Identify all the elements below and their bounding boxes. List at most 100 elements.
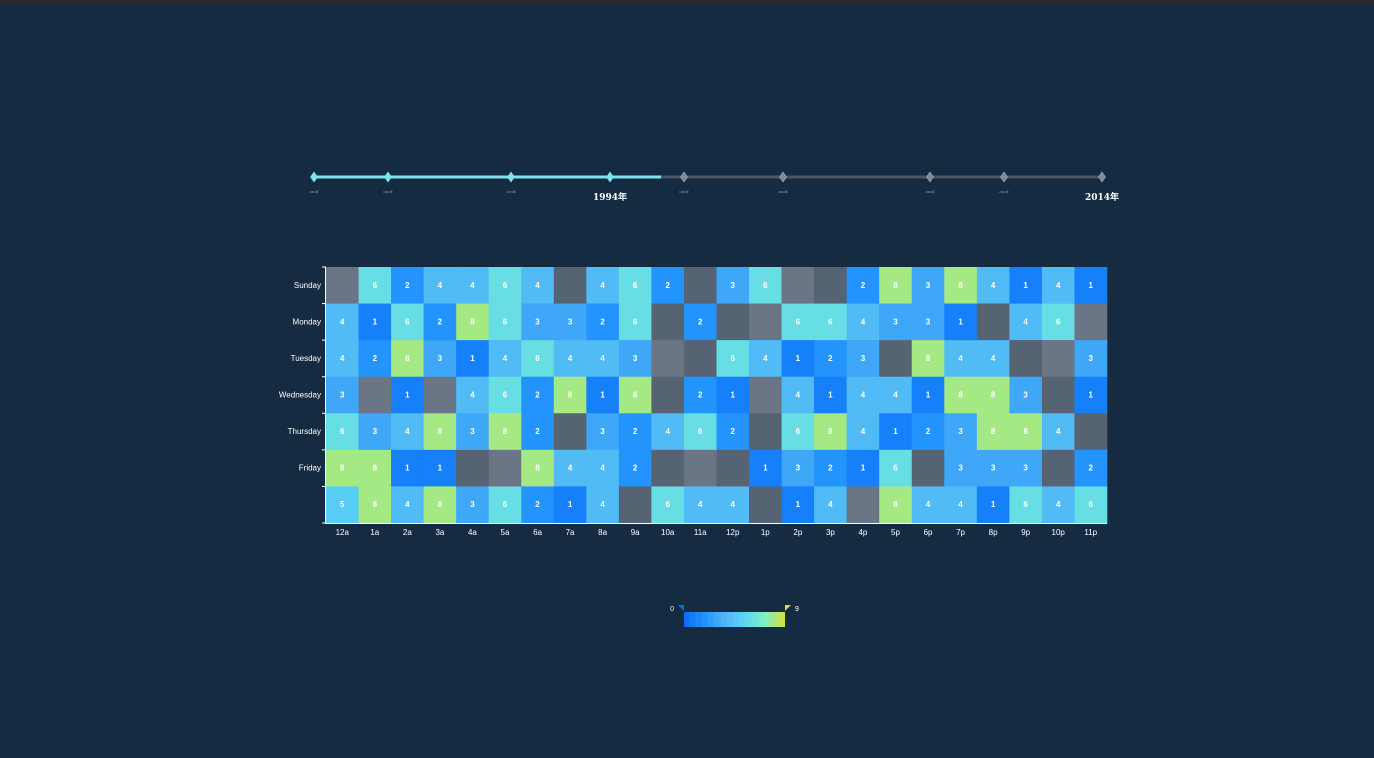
- timeline-slider[interactable]: 1954年 1964年 1974年 1994年 1999年 2004年 2009年 2011年…: [0, 0, 1374, 230]
- heatmap-cell-1-14[interactable]: [781, 303, 815, 341]
- heatmap-cell-1-12[interactable]: [716, 303, 750, 341]
- heatmap-cell-1-0[interactable]: [326, 303, 359, 341]
- heatmap-cell-5-19[interactable]: [944, 449, 978, 487]
- heatmap-cell-5-16[interactable]: [846, 449, 880, 487]
- heatmap-cell-3-15[interactable]: [814, 376, 847, 414]
- heatmap-cell-1-20[interactable]: [976, 303, 1010, 341]
- heatmap-cell-6-4[interactable]: [456, 486, 490, 524]
- heatmap-cell-0-23[interactable]: [1074, 267, 1108, 304]
- heatmap-cell-6-2[interactable]: [391, 486, 424, 524]
- heatmap-cell-0-7[interactable]: [553, 267, 587, 304]
- heatmap-cell-1-22[interactable]: [1041, 303, 1075, 341]
- heatmap-cell-3-4[interactable]: [456, 376, 490, 414]
- heatmap-cell-2-18[interactable]: [911, 340, 945, 378]
- heatmap-cell-5-14[interactable]: [781, 449, 815, 487]
- timeline-marker-2004年[interactable]: [779, 171, 787, 183]
- heatmap-cell-1-10[interactable]: [651, 303, 685, 341]
- heatmap-cell-2-11[interactable]: [683, 340, 717, 378]
- heatmap-cell-1-15[interactable]: [814, 303, 847, 341]
- heatmap-cell-3-12[interactable]: [716, 376, 750, 414]
- heatmap-cell-0-18[interactable]: [911, 267, 945, 304]
- heatmap-cell-3-14[interactable]: [781, 376, 815, 414]
- heatmap-cell-1-1[interactable]: [358, 303, 392, 341]
- heatmap-cell-5-6[interactable]: [521, 449, 555, 487]
- heatmap-cell-0-13[interactable]: [749, 267, 782, 304]
- heatmap-cell-4-7[interactable]: [553, 413, 587, 451]
- heatmap-cell-2-10[interactable]: [651, 340, 685, 378]
- heatmap-cell-4-14[interactable]: [781, 413, 815, 451]
- heatmap-cell-3-10[interactable]: [651, 376, 685, 414]
- heatmap-cell-1-8[interactable]: [586, 303, 620, 341]
- heatmap-cell-2-23[interactable]: [1074, 340, 1108, 378]
- timeline-marker-1999年[interactable]: [680, 171, 688, 183]
- timeline-marker-2011年[interactable]: [1000, 171, 1008, 183]
- heatmap-cell-2-2[interactable]: [391, 340, 424, 378]
- heatmap-cell-6-16[interactable]: [846, 486, 880, 524]
- visual-map-gradient-bar[interactable]: [684, 612, 785, 627]
- timeline-marker-1964年[interactable]: [384, 171, 392, 183]
- heatmap-cell-0-11[interactable]: [683, 267, 717, 304]
- heatmap-cell-2-12[interactable]: [716, 340, 750, 378]
- heatmap-cell-4-21[interactable]: [1009, 413, 1043, 451]
- heatmap-cell-6-11[interactable]: [683, 486, 717, 524]
- heatmap-cell-3-6[interactable]: [521, 376, 555, 414]
- heatmap-cell-3-11[interactable]: [683, 376, 717, 414]
- visual-map-min-handle[interactable]: [678, 605, 684, 611]
- heatmap-cell-6-17[interactable]: [879, 486, 913, 524]
- heatmap-cell-2-22[interactable]: [1041, 340, 1075, 378]
- heatmap-cell-3-19[interactable]: [944, 376, 978, 414]
- heatmap-cell-6-22[interactable]: [1041, 486, 1075, 524]
- heatmap-cell-6-1[interactable]: [358, 486, 392, 524]
- heatmap-cell-3-22[interactable]: [1041, 376, 1075, 414]
- heatmap-cell-2-17[interactable]: [879, 340, 913, 378]
- heatmap-cell-2-6[interactable]: [521, 340, 555, 378]
- heatmap-cell-6-20[interactable]: [976, 486, 1010, 524]
- heatmap-cell-6-10[interactable]: [651, 486, 685, 524]
- heatmap-cell-0-6[interactable]: [521, 267, 555, 304]
- heatmap-cell-3-21[interactable]: [1009, 376, 1043, 414]
- heatmap-cell-5-15[interactable]: [814, 449, 847, 487]
- timeline-marker-2009年[interactable]: [926, 171, 934, 183]
- heatmap-cell-6-3[interactable]: [423, 486, 457, 524]
- heatmap-cell-2-16[interactable]: [846, 340, 880, 378]
- heatmap-cell-5-8[interactable]: [586, 449, 620, 487]
- heatmap-cell-6-23[interactable]: [1074, 486, 1108, 524]
- heatmap-cell-4-22[interactable]: [1041, 413, 1075, 451]
- heatmap-cell-4-9[interactable]: [618, 413, 652, 451]
- timeline-label-1999年[interactable]: 1999年: [679, 189, 689, 194]
- heatmap-cell-3-3[interactable]: [423, 376, 457, 414]
- heatmap-cell-5-4[interactable]: [456, 449, 490, 487]
- heatmap-cell-4-12[interactable]: [716, 413, 750, 451]
- heatmap-cell-0-19[interactable]: [944, 267, 978, 304]
- timeline-marker-1994年[interactable]: [606, 171, 614, 183]
- heatmap-cell-2-9[interactable]: [618, 340, 652, 378]
- heatmap-cell-3-17[interactable]: [879, 376, 913, 414]
- heatmap-cell-4-2[interactable]: [391, 413, 424, 451]
- heatmap-cell-1-6[interactable]: [521, 303, 555, 341]
- heatmap-cell-2-0[interactable]: [326, 340, 359, 378]
- heatmap-cell-6-13[interactable]: [749, 486, 782, 524]
- heatmap-cell-0-2[interactable]: [391, 267, 424, 304]
- heatmap-cell-6-18[interactable]: [911, 486, 945, 524]
- heatmap-cell-2-3[interactable]: [423, 340, 457, 378]
- heatmap-cell-0-14[interactable]: [781, 267, 815, 304]
- heatmap-cell-4-11[interactable]: [683, 413, 717, 451]
- heatmap-cell-1-19[interactable]: [944, 303, 978, 341]
- heatmap-cell-3-1[interactable]: [358, 376, 392, 414]
- heatmap-cell-6-0[interactable]: [326, 486, 359, 524]
- timeline-marker-1974年[interactable]: [507, 171, 515, 183]
- heatmap-cell-5-13[interactable]: [749, 449, 782, 487]
- heatmap-cell-3-20[interactable]: [976, 376, 1010, 414]
- heatmap-cell-6-5[interactable]: [488, 486, 522, 524]
- heatmap-cell-3-7[interactable]: [553, 376, 587, 414]
- timeline-label-1994年[interactable]: 1994年: [593, 191, 627, 203]
- heatmap-cell-4-1[interactable]: [358, 413, 392, 451]
- heatmap-cell-2-5[interactable]: [488, 340, 522, 378]
- heatmap-cell-4-18[interactable]: [911, 413, 945, 451]
- heatmap-cell-6-21[interactable]: [1009, 486, 1043, 524]
- heatmap-cell-2-7[interactable]: [553, 340, 587, 378]
- heatmap-cell-0-3[interactable]: [423, 267, 457, 304]
- heatmap-cell-5-22[interactable]: [1041, 449, 1075, 487]
- heatmap-cell-5-18[interactable]: [911, 449, 945, 487]
- heatmap-cell-4-17[interactable]: [879, 413, 913, 451]
